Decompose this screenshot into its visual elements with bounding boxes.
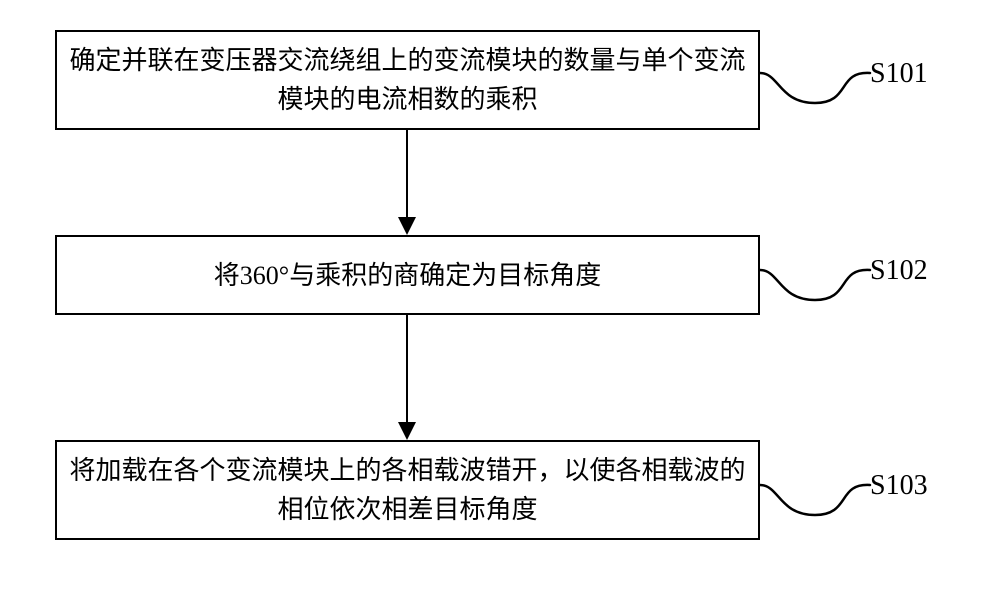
label-connector-2 (760, 265, 874, 335)
step-label-l2: S102 (870, 255, 928, 287)
arrow-1 (387, 130, 427, 237)
flow-step-b1: 确定并联在变压器交流绕组上的变流模块的数量与单个变流模块的电流相数的乘积 (55, 30, 760, 130)
flow-step-b2: 将360°与乘积的商确定为目标角度 (55, 235, 760, 315)
step-label-l3: S103 (870, 470, 928, 502)
flowchart-canvas: 确定并联在变压器交流绕组上的变流模块的数量与单个变流模块的电流相数的乘积将360… (0, 0, 1000, 610)
step-label-l1: S101 (870, 58, 928, 90)
arrow-2 (387, 315, 427, 442)
flow-step-b3: 将加载在各个变流模块上的各相载波错开，以使各相载波的相位依次相差目标角度 (55, 440, 760, 540)
label-connector-1 (760, 68, 874, 138)
label-connector-3 (760, 480, 874, 550)
